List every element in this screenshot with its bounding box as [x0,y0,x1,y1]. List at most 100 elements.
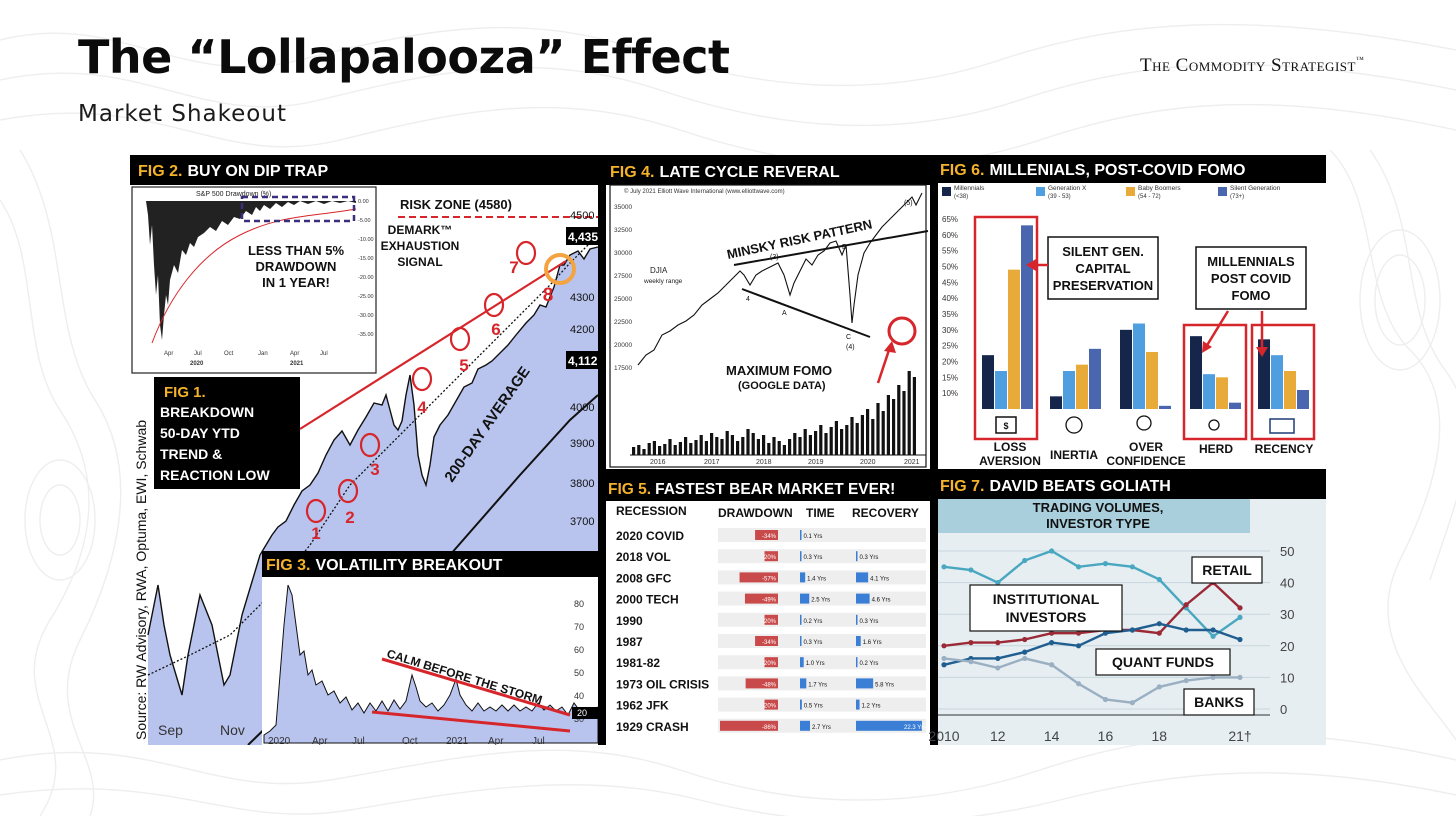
fig4-area [606,185,930,469]
fig6-y-tick: 10% [942,389,958,398]
fig6-y-tick: 35% [942,310,958,319]
fig2-inset-y-5: -5.00 [358,218,371,224]
fig4-djia-line [637,192,923,366]
fig4-volume-bar [699,435,703,455]
fig2-inset-drawdown: S&P 500 Drawdown (%) LESS THAN 5% DRAWDO… [131,186,377,374]
fig4-fomo-arrow [876,346,892,384]
fig7-y-tick: 50 [1280,544,1294,559]
fig7-x-tick: 14 [1044,728,1060,744]
fig4-y-22500: 22500 [614,319,632,326]
divider-fig4-fig5 [606,469,930,475]
fig5-title: FIG 5. FASTEST BEAR MARKET EVER! [608,481,895,498]
fig2-point-label-6: 6 [491,320,500,339]
fig1-line2: 50-DAY YTD [160,425,240,441]
fig5-time-label: 0.1 Yrs [804,534,823,540]
fig4-wave-4: 4 [746,296,750,303]
fig7-point [1022,649,1028,655]
fig2-y-tick-4112: 4,112 [568,354,598,368]
fig6-legend-swatch [942,187,951,196]
fig7-point [1075,564,1082,570]
fig1-line1: BREAKDOWN [160,404,254,420]
divider-fig6-fig7 [938,469,1326,475]
fig4-volume-bar [658,446,662,455]
fig6-y-tick: 50% [942,263,958,272]
fig7-label-institutional-line1: INSTITUTIONAL [993,591,1100,607]
fig4-volume-bar [715,437,719,455]
fig5-recovery-bar [856,657,858,668]
fig6-callout-millennials-box [1195,246,1307,310]
fig5-row-name: 1973 OIL CRISIS [616,677,709,691]
fig4-x-2021: 2021 [904,459,920,466]
fig5-recovery-bar [856,614,858,625]
fig6-bar [1284,371,1296,409]
fig5-recovery-bar [856,636,861,646]
fig4-y-32500: 32500 [614,227,632,234]
fig6-legend-name: Millennials [954,185,985,192]
fig7-chart-title-line2: INVESTOR TYPE [1046,516,1150,531]
fig2-inset-x-jan: Jan [258,351,268,357]
fig2-point-label-7: 7 [509,258,518,277]
fig4-volume-bar [824,433,828,455]
fig4-volume-bar [855,423,859,455]
fig4-y-17500: 17500 [614,365,632,372]
fig1-line4: REACTION LOW [160,467,270,483]
fig5-drawdown-bar [764,551,778,562]
fig2-y-tag-4435 [566,227,598,245]
fig5-time-bar [800,699,802,710]
fig2-inset-y-15: -15.00 [358,256,374,262]
fig6-bar [1050,396,1062,409]
fig7-point [1102,630,1109,636]
fig2-x-tick-nov: Nov [220,722,245,738]
fig7-x-tick: 16 [1098,728,1114,744]
fig7-chart-title-bg [938,499,1250,533]
fig6-bar [1297,390,1309,409]
fig3-y-80: 80 [574,599,584,609]
figure-collage: FIG 2. BUY ON DIP TRAP 200-DAY AVERAGE RI… [130,155,1326,745]
fig4-volume-bar [892,399,896,455]
fig6-bar [1203,374,1215,409]
brand-trademark: ™ [1355,55,1365,64]
fig5-time-bar [800,678,807,689]
fig4-volume-bar [840,429,844,455]
fig5-row-name: 1981-82 [616,656,660,670]
fig2-risk-zone-label: RISK ZONE (4580) [400,197,512,212]
fig2-point-circle-2 [337,478,359,504]
fig5-col-time: TIME [806,506,835,520]
fig5-drawdown-bar [744,593,778,604]
fig6-title-prefix: FIG 6. [940,162,984,179]
fig6-category-label: OVER [1129,440,1163,454]
fig2-point-circle-6 [483,292,505,318]
fig5-drawdown-bar [764,699,778,710]
fig2-inset-year-2021: 2021 [290,361,304,367]
fig3-x-2021: 2021 [446,736,469,745]
fig4-wave-5: (5) [904,200,913,207]
fig7-point [1156,576,1162,583]
fig5-recovery-label: 1.2 Yrs [862,704,881,710]
fig7-point [1156,684,1162,690]
fig7-point [1183,627,1189,633]
fig7-title-prefix: FIG 7. [940,478,984,495]
fig5-time-bar [800,530,802,540]
fig2-y-tick-4300: 4300 [570,292,594,304]
fig5-panel: FIG 5. FASTEST BEAR MARKET EVER! RECESSIO… [606,475,930,745]
fig6-y-tick: 25% [942,342,958,351]
fig6-confidence-icon [1136,415,1152,431]
fig3-lower-red-line [371,710,571,733]
fig5-time-bar [800,614,802,625]
fig7-point [1022,636,1028,643]
fig2-demark-line3: SIGNAL [397,255,442,269]
fig7-point [1075,681,1082,687]
fig6-legend-swatch [1218,187,1227,196]
fig2-inset-y-0: 0.00 [358,199,369,205]
fig5-title-bar [606,475,930,501]
fig7-point [1075,630,1082,636]
fig6-herd-box [1182,323,1248,441]
fig4-wave-paren-4: (4) [846,344,855,351]
fig7-point [1129,627,1135,633]
fig4-volume-bar [808,435,812,455]
fig6-bars [982,225,1309,409]
fig6-y-tick: 45% [942,278,958,287]
fig5-drawdown-bar [764,657,778,668]
fig4-volume-bar [678,442,682,455]
fig5-col-recession: RECESSION [616,504,687,518]
